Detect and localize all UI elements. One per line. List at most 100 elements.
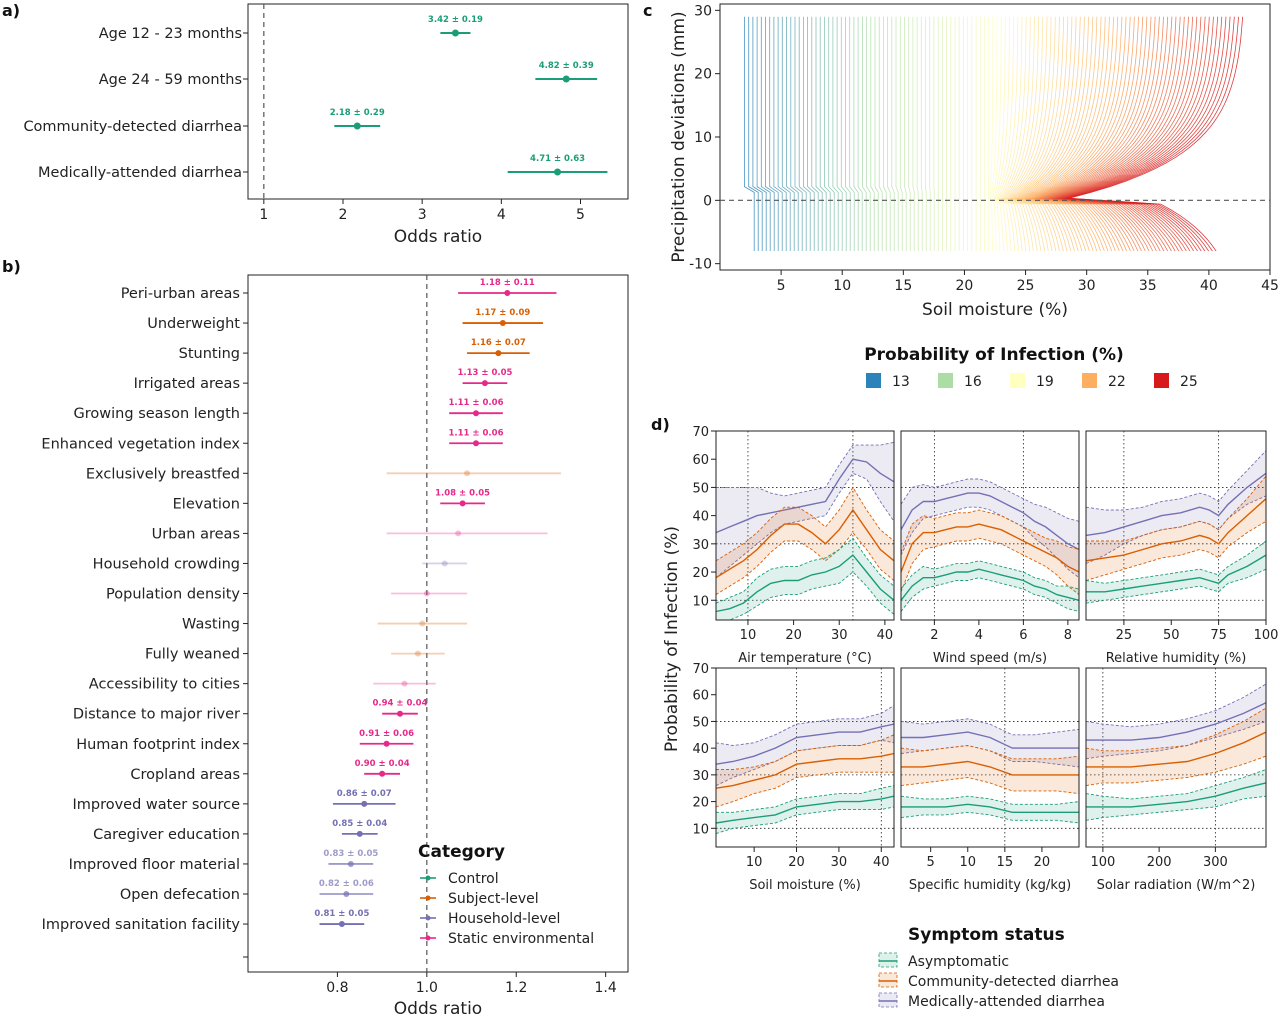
- panel-d-y-tick-label: 50: [692, 481, 709, 496]
- panel-b-legend: Category Control Subject-level Household-le…: [418, 842, 594, 947]
- panel-c-contour-line: [1043, 16, 1164, 252]
- panel-b-point: [499, 320, 506, 327]
- panel-b-row-label: Improved floor material: [69, 857, 240, 873]
- panel-c-contour-line: [798, 16, 807, 251]
- panel-b-row-label: Improved water source: [72, 797, 240, 813]
- panel-d-x-tick-label: 100: [1090, 855, 1115, 870]
- panel-d-confidence-band: [716, 785, 894, 834]
- panel-b-row-label: Stunting: [179, 346, 240, 362]
- panel-b-point: [481, 380, 488, 387]
- panel-c-contour-line: [870, 16, 875, 251]
- panel-c-contour-line: [862, 16, 867, 251]
- panel-c-contour-line: [1029, 16, 1123, 252]
- panel-d-x-axis-title: Specific humidity (kg/kg): [909, 878, 1071, 893]
- panel-c-contour-line: [996, 16, 1015, 252]
- panel-b-value-label: 0.94 ± 0.04: [373, 699, 428, 709]
- panel-c-contour-line: [824, 16, 831, 251]
- panel-c-contour-line: [887, 16, 891, 251]
- panel-a-x-tick-label: 5: [576, 207, 585, 223]
- panel-c-y-tick-label: 10: [694, 130, 712, 146]
- panel-c-contour-line: [819, 16, 827, 251]
- panel-d-y-tick-label: 20: [692, 796, 709, 811]
- panel-b-x-tick-label: 0.8: [326, 980, 348, 996]
- panel-b-point: [347, 860, 354, 867]
- panel-c-colorbar-title: Probability of Infection (%): [864, 345, 1124, 365]
- panel-c-contour-line: [815, 16, 823, 251]
- panel-d-band-lower: [715, 472, 895, 579]
- panel-c-contour-line: [1002, 16, 1035, 252]
- panel-d-confidence-band: [1086, 450, 1266, 564]
- panel-d-y-tick-label: 30: [692, 769, 709, 784]
- panel-d-x-tick-label: 40: [877, 628, 894, 643]
- panel-b-row-label: Population density: [106, 587, 240, 603]
- panel-c-colorbar-item: 22: [1082, 373, 1126, 390]
- panel-b-legend-label: Control: [448, 871, 499, 887]
- panel-c-contour-line: [1055, 16, 1202, 252]
- panel-b-value-label: 0.82 ± 0.06: [319, 879, 374, 889]
- panel-c-x-tick-label: 20: [956, 278, 974, 294]
- panel-d-subplot: 2 4 6 8 Wind speed (m/s): [900, 430, 1080, 666]
- panel-b-legend-swatch-dot: [425, 895, 431, 901]
- panel-c-contour-line: [992, 16, 1002, 252]
- panel-d-x-tick-label: 300: [1203, 855, 1228, 870]
- panel-d-band-lower: [1085, 568, 1267, 604]
- panel-c-contour-line: [925, 16, 927, 251]
- panel-c-contour-line: [1051, 16, 1189, 252]
- panel-c-contour-line: [748, 16, 759, 251]
- panel-c-contour-line: [1003, 16, 1039, 252]
- panel-d-series-line: [1086, 731, 1267, 768]
- panel-d-band-lower: [1085, 720, 1267, 760]
- panel-d-y-tick-label: 50: [692, 715, 709, 730]
- panel-d-x-axis-title: Air temperature (°C): [738, 651, 872, 666]
- panel-c-contour-line: [1062, 16, 1223, 252]
- panel-c-contour-line: [1059, 16, 1214, 252]
- panel-d-line-plots: 10 20 30 40 Air temperature (°C) 10 20 30 40 50 60…: [662, 425, 1278, 1010]
- panel-a-row-label: Community-detected diarrhea: [23, 119, 242, 135]
- panel-d-band-upper: [715, 705, 895, 746]
- panel-d-x-tick-label: 10: [746, 855, 763, 870]
- panel-d-series-line: [900, 568, 1080, 601]
- panel-d-band-lower: [1085, 795, 1267, 821]
- panel-b-value-label: 1.11 ± 0.06: [449, 428, 504, 438]
- panel-d-band-upper: [716, 734, 895, 770]
- panel-c-contour-line: [1020, 16, 1094, 252]
- panel-c-contour-line: [773, 16, 783, 251]
- panel-b-value-label: 1.08 ± 0.05: [435, 488, 490, 498]
- panel-d-band-upper: [1086, 475, 1267, 542]
- panel-c-contour-line: [1028, 16, 1119, 252]
- panel-b-value-label: 0.91 ± 0.06: [359, 729, 414, 739]
- panel-c-contour-line: [811, 16, 819, 251]
- panel-c-contour-line: [929, 16, 931, 251]
- panel-d-x-axis-title: Soil moisture (%): [749, 878, 861, 893]
- panel-a-point: [353, 122, 361, 130]
- panel-c-x-tick-label: 15: [894, 278, 912, 294]
- panel-d-axes-frame: [900, 667, 1080, 848]
- panel-d-x-tick-label: 30: [831, 628, 848, 643]
- panel-c-contour-line: [765, 16, 775, 251]
- panel-d-confidence-band: [901, 560, 1079, 612]
- panel-b-value-label: 1.17 ± 0.09: [475, 308, 530, 318]
- panel-c-x-tick-label: 40: [1200, 278, 1218, 294]
- panel-d-legend-item: Community-detected diarrhea: [878, 972, 1119, 990]
- panel-b-point: [383, 740, 390, 747]
- panel-c-contour-line: [1000, 16, 1027, 252]
- panel-c-contour-line: [878, 16, 883, 251]
- panel-b-point: [459, 500, 466, 507]
- panel-c-contour-line: [1033, 16, 1135, 252]
- panel-d-legend-item: Asymptomatic: [878, 952, 1009, 970]
- panel-c-x-tick-label: 25: [1017, 278, 1035, 294]
- panel-b-row-label: Wasting: [182, 617, 240, 633]
- panel-a-x-tick-label: 3: [418, 207, 427, 223]
- panel-c-contour-line: [1032, 16, 1131, 252]
- panel-c-contour-line: [1024, 16, 1106, 252]
- panel-b-point: [473, 410, 479, 417]
- panel-a-point: [451, 29, 459, 37]
- panel-d-series-line: [715, 752, 895, 789]
- panel-d-band-upper: [900, 478, 1080, 522]
- panel-c-contour-line: [1057, 16, 1206, 252]
- panel-c-contour-line: [1018, 16, 1085, 252]
- panel-d-x-axis-title: Wind speed (m/s): [933, 651, 1047, 666]
- panel-d-axes-frame: [715, 667, 895, 848]
- panel-d-x-tick-label: 4: [975, 628, 983, 643]
- panel-b-point: [423, 590, 430, 597]
